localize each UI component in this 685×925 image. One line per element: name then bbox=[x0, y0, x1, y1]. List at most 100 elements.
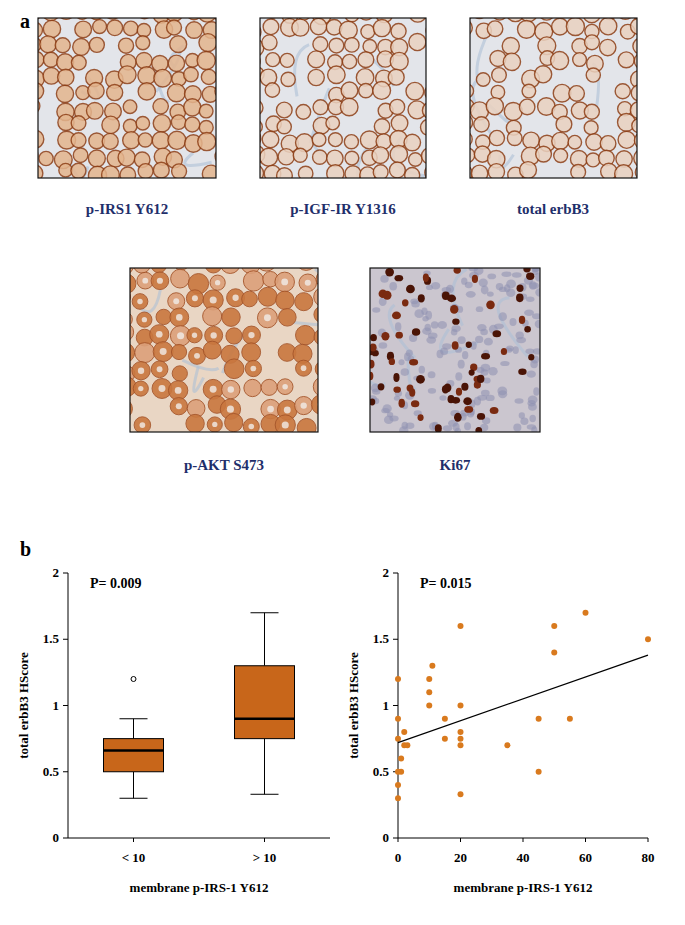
nucleus bbox=[475, 336, 483, 343]
cell bbox=[568, 135, 582, 149]
nucleus bbox=[474, 268, 484, 275]
cell bbox=[340, 98, 358, 116]
stained-nucleus bbox=[466, 342, 472, 348]
vacuole bbox=[194, 353, 200, 359]
cell bbox=[552, 132, 569, 149]
cell bbox=[476, 73, 490, 87]
vacuole bbox=[157, 278, 163, 284]
cell bbox=[566, 18, 584, 36]
vacuole bbox=[139, 422, 145, 428]
cell bbox=[631, 18, 637, 34]
nucleus bbox=[526, 297, 535, 302]
stained-nucleus bbox=[442, 385, 449, 393]
cell bbox=[339, 21, 357, 39]
nucleus bbox=[476, 367, 484, 373]
cell bbox=[556, 116, 572, 132]
stroma bbox=[389, 305, 415, 358]
cell bbox=[224, 359, 244, 379]
image-frame bbox=[38, 18, 216, 178]
cell bbox=[56, 85, 73, 102]
y-tick-label: 1.5 bbox=[43, 631, 60, 646]
cell bbox=[207, 417, 222, 432]
nucleus bbox=[398, 359, 404, 365]
whisker-cap bbox=[120, 798, 148, 799]
stained-nucleus bbox=[393, 387, 401, 393]
nucleus bbox=[442, 343, 451, 349]
image-background bbox=[38, 18, 216, 178]
cell bbox=[201, 69, 216, 84]
point bbox=[395, 795, 401, 801]
cell bbox=[599, 18, 616, 35]
cell bbox=[388, 69, 404, 85]
nucleus bbox=[437, 350, 444, 358]
cell bbox=[88, 82, 104, 98]
cell bbox=[171, 115, 186, 130]
cell bbox=[358, 52, 374, 68]
cell bbox=[344, 135, 358, 149]
nucleus bbox=[484, 338, 493, 346]
stained-nucleus bbox=[418, 414, 424, 421]
x-axis-label: membrane p-IRS-1 Y612 bbox=[454, 880, 593, 895]
x-tick bbox=[133, 838, 134, 842]
cell bbox=[168, 55, 184, 71]
cell bbox=[136, 52, 152, 68]
stained-nucleus bbox=[435, 424, 442, 432]
nucleus bbox=[451, 325, 460, 332]
cell bbox=[471, 165, 487, 178]
cell bbox=[312, 133, 326, 147]
x-axis-label: membrane p-IRS-1 Y612 bbox=[130, 880, 269, 895]
cell bbox=[170, 398, 187, 415]
stained-nucleus bbox=[423, 274, 429, 282]
cell bbox=[404, 134, 421, 151]
image-caption: Ki67 bbox=[440, 457, 471, 473]
nucleus bbox=[462, 351, 468, 359]
nucleus bbox=[419, 366, 425, 374]
cell bbox=[373, 19, 390, 36]
cell bbox=[205, 268, 222, 273]
cell bbox=[583, 18, 600, 23]
cell bbox=[275, 415, 295, 432]
cell bbox=[197, 51, 215, 69]
nucleus bbox=[458, 360, 465, 369]
nucleus bbox=[458, 336, 466, 344]
stained-nucleus bbox=[416, 375, 425, 384]
stained-nucleus bbox=[523, 268, 530, 272]
vacuole bbox=[227, 406, 234, 413]
cell bbox=[243, 419, 259, 432]
y-tick-label: 0 bbox=[53, 830, 60, 845]
cell bbox=[73, 148, 88, 163]
cell bbox=[262, 131, 279, 148]
image-frame bbox=[130, 268, 318, 432]
x-tick-label: 80 bbox=[642, 850, 655, 865]
whisker bbox=[264, 739, 265, 795]
points bbox=[395, 610, 651, 802]
cell bbox=[263, 19, 279, 35]
y-tick-label: 2 bbox=[383, 565, 390, 580]
nucleus bbox=[414, 309, 424, 318]
stained-nucleus bbox=[450, 305, 458, 314]
stained-nucleus bbox=[518, 368, 526, 375]
cell bbox=[409, 34, 426, 51]
image-frame bbox=[470, 18, 637, 178]
nucleus bbox=[431, 282, 440, 290]
x-tick bbox=[398, 838, 399, 842]
cell bbox=[120, 167, 136, 178]
cell bbox=[167, 84, 185, 102]
cell bbox=[262, 35, 277, 50]
cell bbox=[225, 413, 243, 431]
stained-nucleus bbox=[475, 427, 482, 432]
vacuole bbox=[175, 387, 182, 394]
nucleus bbox=[380, 275, 388, 283]
cell bbox=[373, 82, 391, 100]
cell bbox=[244, 379, 261, 396]
nucleus bbox=[431, 321, 439, 328]
cell bbox=[199, 34, 216, 52]
cell bbox=[220, 268, 240, 273]
y-tick bbox=[63, 838, 68, 839]
cell bbox=[535, 66, 552, 83]
cell bbox=[502, 37, 519, 54]
stained-nucleus bbox=[528, 354, 534, 360]
cell bbox=[326, 116, 340, 130]
cell bbox=[156, 309, 171, 324]
cell bbox=[409, 153, 422, 166]
